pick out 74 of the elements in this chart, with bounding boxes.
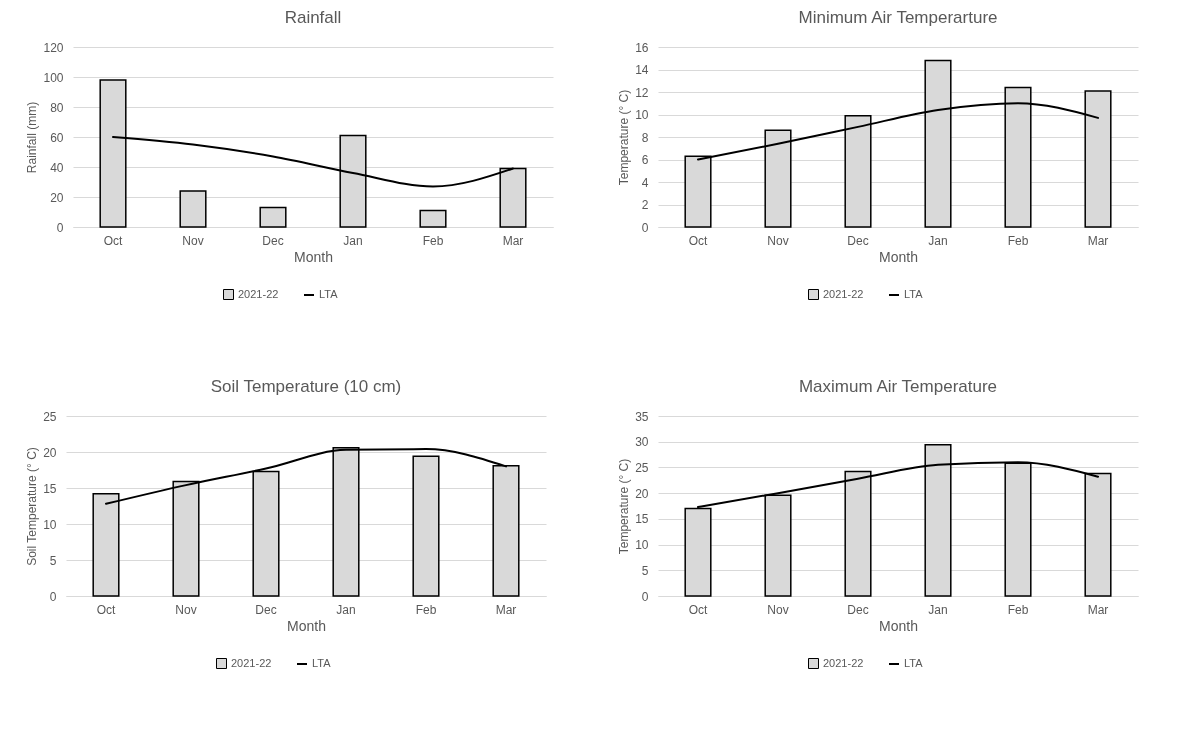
y-tick-label: 10	[635, 538, 649, 553]
y-tick-label: 10	[43, 517, 57, 532]
y-axis-title: Rainfall (mm)	[25, 101, 40, 174]
x-tick-label: Jan	[343, 233, 363, 248]
x-tick-label: Dec	[847, 602, 869, 617]
x-axis-title: Month	[294, 248, 333, 265]
legend-label: 2021-22	[231, 656, 272, 669]
y-tick-label: 80	[50, 100, 64, 115]
y-tick-label: 35	[635, 409, 649, 424]
y-tick-label: 120	[43, 40, 64, 55]
y-tick-label: 10	[635, 108, 649, 122]
x-tick-label: Mar	[1087, 602, 1109, 617]
x-axis-title: Month	[287, 617, 326, 634]
y-tick-label: 2	[641, 198, 649, 212]
y-tick-label: 12	[635, 85, 649, 100]
x-tick-label: Jan	[336, 602, 356, 617]
y-tick-label: 15	[635, 512, 649, 527]
x-tick-label: Feb	[422, 233, 444, 248]
x-tick-label: Jan	[928, 233, 948, 248]
x-axis-title: Month	[879, 617, 918, 634]
y-tick-label: 0	[641, 589, 649, 604]
y-tick-label: 8	[641, 130, 649, 145]
y-tick-label: 15	[43, 481, 57, 496]
x-tick-label: Mar	[502, 233, 524, 248]
x-tick-label: Dec	[262, 233, 284, 248]
x-tick-label: Oct	[96, 602, 116, 617]
y-tick-label: 0	[49, 589, 57, 604]
chart-title: Maximum Air Temperature	[798, 377, 998, 396]
x-tick-label: Jan	[928, 602, 948, 617]
x-tick-label: Feb	[415, 602, 437, 617]
chart-title: Rainfall	[284, 8, 342, 27]
legend-label: LTA	[312, 657, 332, 669]
chart-title: Soil Temperature (10 cm)	[210, 377, 402, 396]
y-tick-label: 14	[635, 63, 649, 77]
x-tick-label: Dec	[255, 602, 277, 617]
x-tick-label: Feb	[1007, 233, 1029, 248]
x-tick-label: Oct	[688, 233, 708, 248]
y-tick-label: 100	[43, 70, 64, 85]
y-tick-label: 25	[43, 409, 57, 424]
x-tick-label: Mar	[1087, 233, 1109, 248]
y-tick-label: 20	[43, 445, 57, 460]
y-axis-title: Temperature (° C)	[617, 89, 632, 186]
y-tick-label: 16	[635, 40, 649, 55]
y-tick-label: 40	[50, 160, 64, 175]
legend-label: LTA	[904, 657, 924, 669]
x-tick-label: Nov	[175, 602, 197, 617]
y-tick-label: 6	[641, 153, 649, 167]
x-tick-label: Mar	[495, 602, 517, 617]
y-tick-label: 0	[56, 220, 64, 235]
y-tick-label: 20	[635, 486, 649, 501]
chart-title: Minimum Air Temperarture	[798, 8, 998, 27]
x-tick-label: Oct	[103, 233, 123, 248]
legend-label: 2021-22	[823, 287, 864, 300]
x-tick-label: Oct	[688, 602, 708, 617]
y-tick-label: 60	[50, 130, 64, 145]
legend-label: 2021-22	[823, 656, 864, 669]
y-tick-label: 25	[635, 460, 649, 475]
y-axis-title: Temperature (° C)	[617, 458, 632, 555]
x-tick-label: Nov	[182, 233, 204, 248]
y-tick-label: 5	[49, 553, 57, 568]
y-tick-label: 30	[635, 435, 649, 450]
legend-label: LTA	[904, 288, 924, 300]
y-tick-label: 4	[641, 175, 649, 190]
x-tick-label: Feb	[1007, 602, 1029, 617]
x-tick-label: Nov	[767, 233, 789, 248]
y-tick-label: 20	[50, 190, 64, 205]
x-axis-title: Month	[879, 248, 918, 265]
legend-label: LTA	[319, 288, 339, 300]
y-tick-label: 0	[641, 220, 649, 235]
y-axis-title: Soil Temperature (° C)	[25, 447, 40, 566]
y-tick-label: 5	[641, 563, 649, 578]
x-tick-label: Dec	[847, 233, 869, 248]
legend-label: 2021-22	[238, 287, 279, 300]
x-tick-label: Nov	[767, 602, 789, 617]
